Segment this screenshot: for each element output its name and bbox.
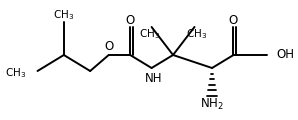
Text: CH$_3$: CH$_3$ [4, 66, 26, 80]
Text: O: O [104, 41, 113, 54]
Text: OH: OH [277, 48, 294, 61]
Text: CH$_3$: CH$_3$ [139, 27, 160, 41]
Text: NH$_2$: NH$_2$ [200, 96, 224, 112]
Text: CH$_3$: CH$_3$ [53, 8, 74, 22]
Text: CH$_3$: CH$_3$ [186, 27, 207, 41]
Text: NH: NH [145, 72, 162, 84]
Text: O: O [229, 14, 238, 27]
Text: O: O [125, 14, 135, 27]
